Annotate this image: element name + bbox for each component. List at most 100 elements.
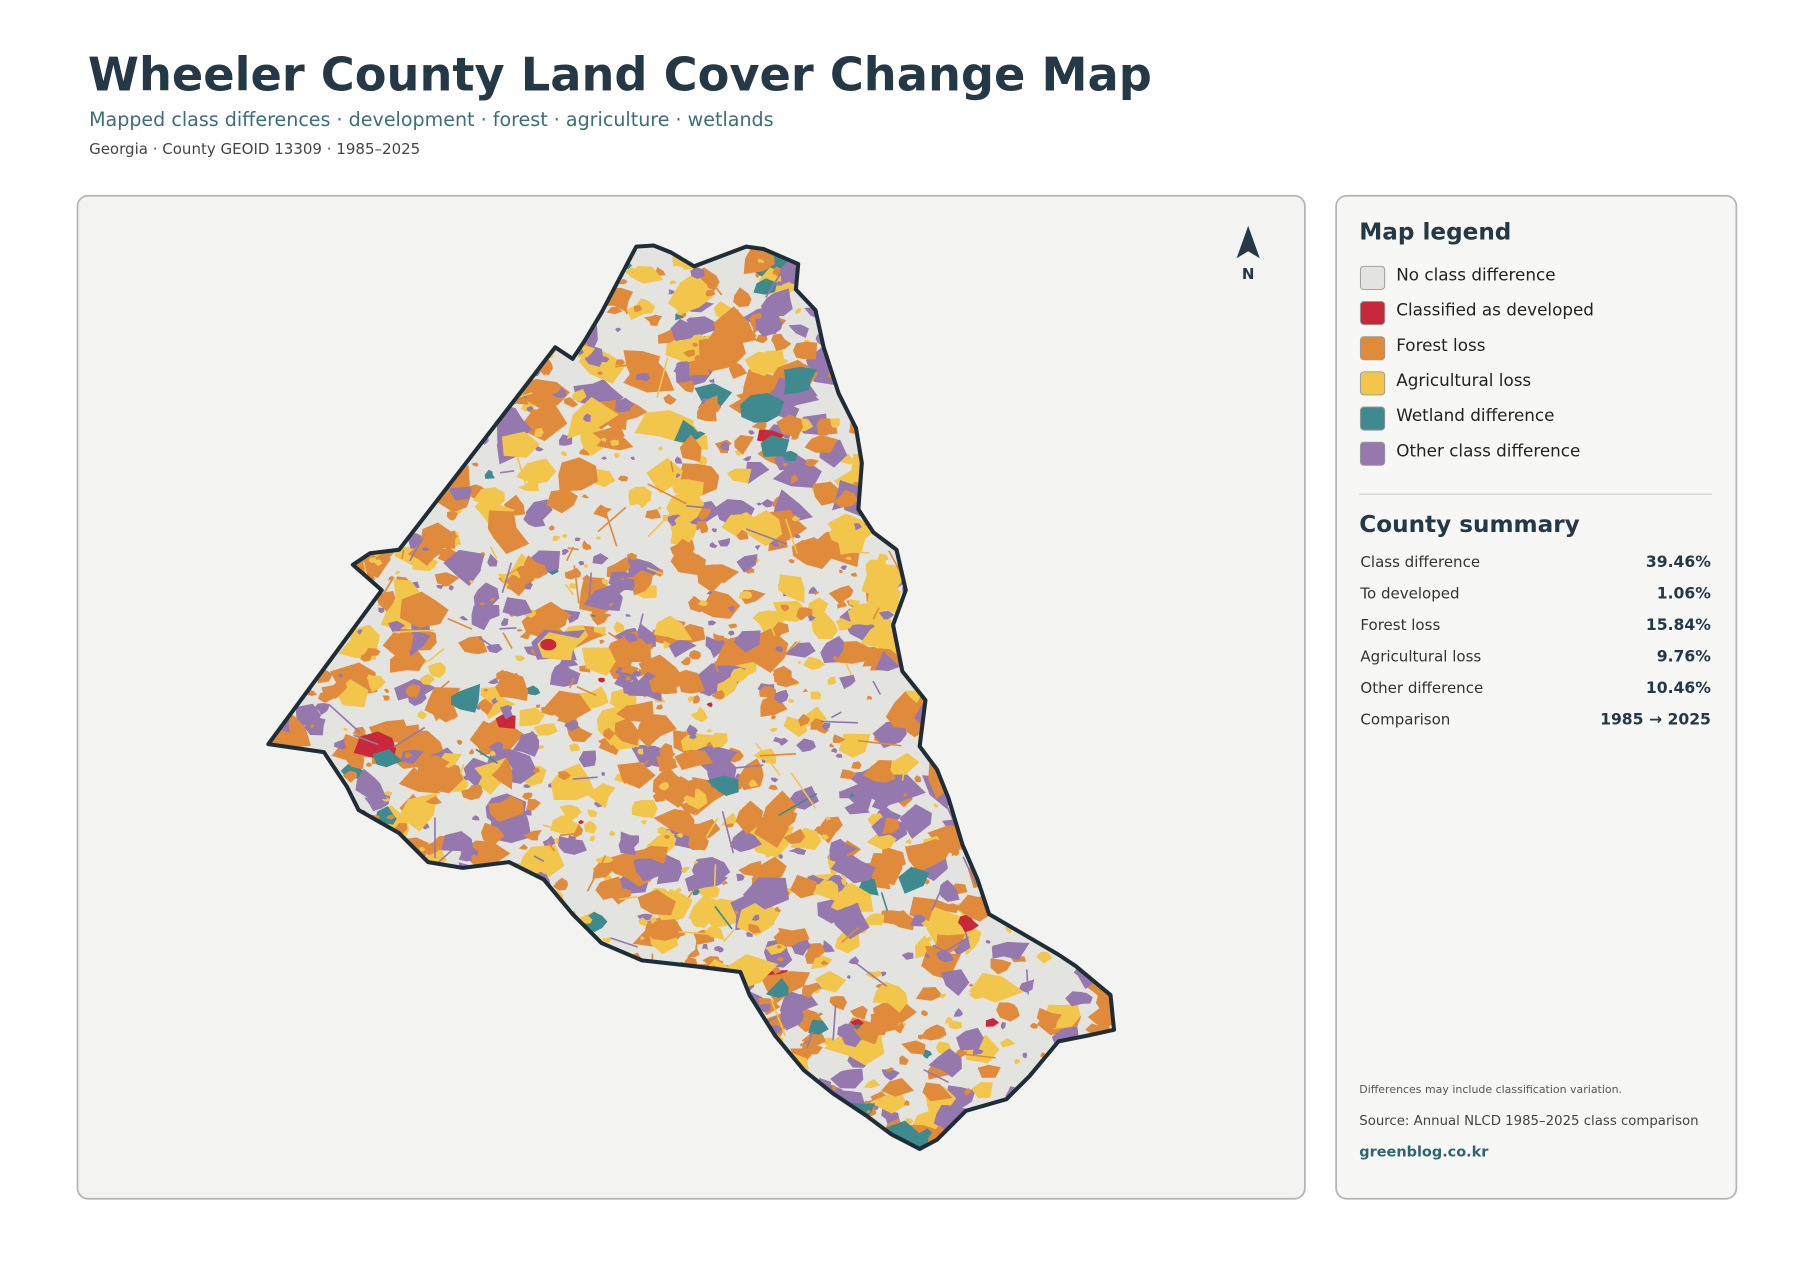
land-patch (841, 878, 847, 887)
land-patch (808, 1019, 829, 1035)
land-patch (991, 941, 1030, 960)
land-patch (802, 982, 819, 999)
land-streak (806, 1031, 814, 1049)
land-patch (583, 820, 597, 834)
land-patch (683, 349, 696, 358)
summary-value: 10.46% (1646, 679, 1711, 697)
land-patch (624, 632, 638, 643)
land-patch (309, 723, 315, 728)
legend-label: Forest loss (1396, 335, 1485, 355)
land-patch (830, 418, 840, 428)
land-patch (632, 670, 641, 677)
land-patch (680, 733, 714, 751)
land-patch (825, 816, 831, 821)
land-patch (583, 563, 589, 568)
land-streak (790, 772, 817, 809)
land-patch (772, 450, 822, 488)
land-patch (561, 534, 568, 539)
land-streak (686, 505, 718, 510)
land-patch (487, 510, 530, 555)
land-patch (523, 555, 548, 579)
land-patch (601, 578, 610, 586)
land-patch (831, 747, 838, 754)
land-patch (898, 866, 930, 894)
land-patch (613, 579, 628, 595)
land-patch (771, 714, 777, 720)
land-patch (643, 314, 663, 326)
land-streak (780, 641, 798, 661)
land-patch (419, 530, 456, 549)
legend-swatch (1359, 371, 1386, 396)
land-patch (587, 809, 598, 817)
land-patch (936, 934, 966, 954)
land-patch (465, 484, 488, 500)
land-patch (673, 361, 688, 374)
land-patch (560, 451, 568, 457)
legend-title: Map legend (1359, 219, 1511, 245)
land-patch (771, 333, 792, 352)
land-patch (847, 602, 892, 626)
land-patch (840, 565, 848, 570)
land-patch (791, 515, 801, 522)
land-patch (734, 910, 739, 915)
land-patch (656, 704, 664, 710)
land-patch (355, 768, 387, 800)
land-patch (363, 648, 381, 656)
land-patch (810, 691, 822, 700)
land-streak (642, 871, 653, 880)
land-patch (680, 866, 691, 874)
land-streak (733, 764, 764, 769)
land-patch (374, 805, 397, 825)
land-patch (512, 731, 540, 757)
land-patch (495, 714, 516, 729)
land-streak (923, 1068, 949, 1084)
land-patch (784, 642, 816, 658)
land-patch (774, 906, 781, 913)
land-patch (461, 785, 483, 801)
land-patch (419, 847, 426, 852)
land-patch (839, 769, 857, 780)
land-patch (1022, 1052, 1028, 1059)
land-patch (848, 599, 861, 609)
land-patch (366, 762, 373, 767)
land-patch (657, 506, 662, 510)
land-streak (501, 562, 513, 594)
land-patch (630, 265, 664, 284)
land-patch (820, 960, 830, 966)
land-patch (968, 972, 1025, 1003)
land-patch (600, 437, 607, 442)
land-streak (393, 726, 426, 748)
land-patch (733, 630, 761, 653)
land-patch (772, 967, 782, 975)
land-patch (755, 334, 768, 344)
land-streak (647, 504, 680, 537)
land-patch (748, 923, 762, 934)
land-patch (706, 702, 713, 708)
land-patch (736, 873, 745, 882)
legend-swatch (1359, 265, 1386, 290)
land-patch (864, 913, 885, 926)
land-patch (782, 462, 788, 467)
land-patch (615, 327, 622, 333)
land-streak (572, 776, 598, 780)
land-patch (953, 1008, 963, 1017)
summary-label: Comparison (1360, 710, 1450, 728)
land-patch (845, 556, 852, 561)
land-patch (798, 713, 811, 727)
land-patch (945, 1016, 954, 1024)
land-patch (553, 877, 568, 891)
land-streak (610, 937, 638, 948)
land-patch (638, 917, 648, 927)
summary-value: 39.46% (1646, 553, 1711, 571)
land-patch (357, 629, 363, 635)
land-patch (446, 510, 458, 521)
north-label: N (1242, 265, 1255, 283)
land-patch (551, 387, 567, 398)
land-patch (830, 1068, 864, 1089)
land-patch (830, 854, 876, 884)
land-patch (755, 317, 783, 337)
land-streak (657, 827, 675, 836)
land-patch (790, 473, 799, 485)
land-streak (646, 567, 663, 575)
